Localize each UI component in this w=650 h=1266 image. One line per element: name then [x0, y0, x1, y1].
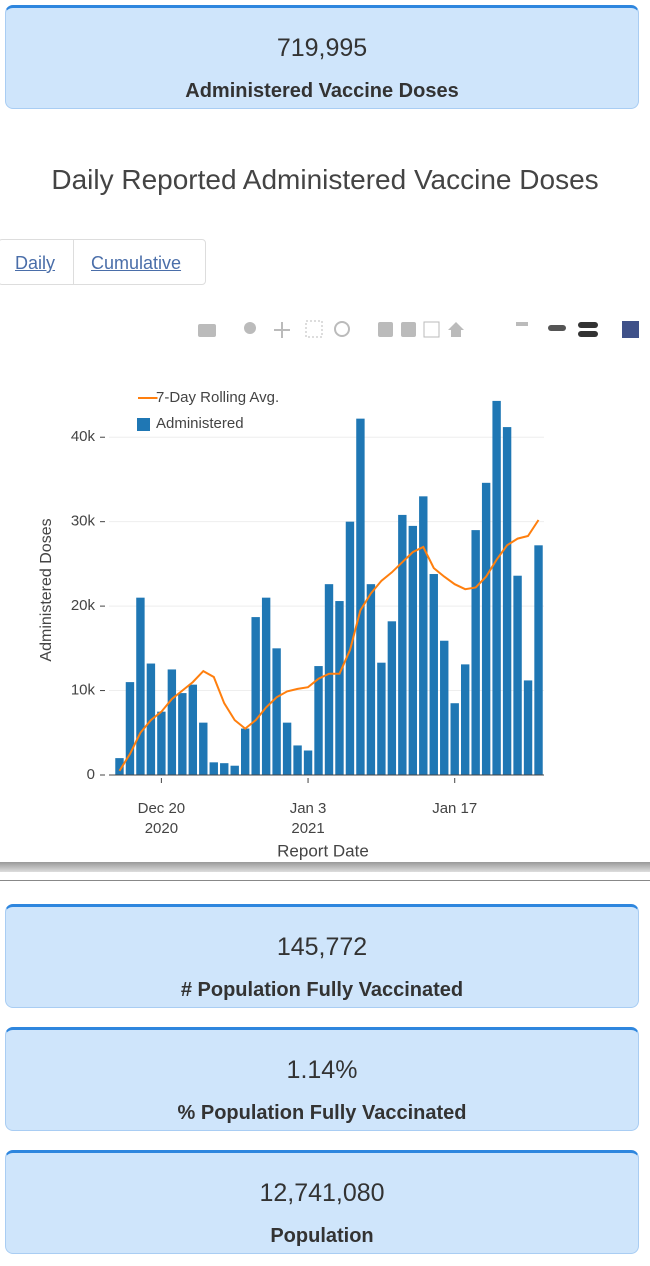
- y-tick-label: 30k: [71, 513, 96, 530]
- bar: [303, 750, 313, 775]
- bar: [188, 684, 198, 775]
- stat-label: % Population Fully Vaccinated: [177, 1102, 467, 1124]
- bar: [115, 758, 124, 775]
- bar: [125, 682, 135, 775]
- stat-value: 12,741,080: [259, 1179, 385, 1207]
- bar: [440, 640, 449, 775]
- compare-icon[interactable]: [578, 322, 598, 328]
- bar: [293, 745, 302, 775]
- stat-label: Administered Vaccine Doses: [185, 80, 459, 102]
- camera-icon[interactable]: [198, 324, 216, 337]
- stat-value: 145,772: [276, 933, 368, 961]
- y-axis-title: Administered Doses: [38, 518, 55, 661]
- x-tick-year: 2020: [145, 820, 178, 837]
- hover-icon[interactable]: [548, 325, 566, 331]
- y-tick-label: 10k: [71, 682, 96, 699]
- tab-bar: Daily Cumulative: [0, 239, 206, 285]
- autoscale-icon[interactable]: [423, 321, 440, 338]
- tab-divider: [73, 240, 74, 284]
- line: [118, 519, 540, 772]
- bar: [178, 693, 187, 775]
- zoom-in-icon[interactable]: [378, 322, 393, 337]
- bar: [220, 763, 229, 775]
- stat-value: 719,995: [276, 34, 368, 62]
- spike-icon[interactable]: [516, 322, 528, 326]
- bar: [272, 648, 281, 775]
- section-title: Daily Reported Administered Vaccine Dose…: [51, 164, 599, 195]
- tab[interactable]: Cumulative: [91, 253, 182, 273]
- legend-swatch: [137, 418, 150, 431]
- bar: [387, 621, 397, 775]
- bar: [450, 703, 459, 775]
- bar: [419, 496, 428, 775]
- zoom-icon[interactable]: [244, 322, 256, 334]
- x-tick-year: 2021: [291, 820, 324, 837]
- reset-icon[interactable]: [448, 322, 464, 337]
- select-icon[interactable]: [305, 320, 323, 338]
- bar: [167, 669, 177, 775]
- compare-icon[interactable]: [578, 331, 598, 337]
- bar: [261, 597, 271, 775]
- bar: [356, 418, 365, 775]
- plotly-logo[interactable]: [622, 321, 639, 338]
- bar: [513, 575, 522, 775]
- bar: [199, 722, 208, 775]
- stat-card: 145,772 # Population Fully Vaccinated: [5, 904, 639, 1008]
- bar: [314, 666, 323, 775]
- bar: [209, 762, 218, 775]
- pan-icon[interactable]: [281, 322, 283, 338]
- bar: [481, 482, 491, 775]
- bar: [492, 400, 501, 775]
- bar: [251, 617, 260, 775]
- bar: [398, 514, 407, 775]
- bar: [136, 597, 145, 775]
- bar: [523, 680, 533, 775]
- stat-value: 1.14%: [286, 1056, 358, 1084]
- separator: [0, 880, 650, 881]
- separator-shadow: [0, 862, 650, 872]
- stat-card: 719,995 Administered Vaccine Doses: [5, 5, 639, 109]
- x-tick-label: Jan 17: [432, 800, 477, 817]
- stat-label: # Population Fully Vaccinated: [180, 979, 464, 1001]
- stat-label: Population: [270, 1225, 374, 1247]
- toolbar: [198, 320, 639, 338]
- y-tick-label: 0: [87, 766, 95, 783]
- bar: [230, 765, 239, 775]
- bar: [157, 711, 166, 775]
- bar: [324, 584, 334, 775]
- stat-card: 1.14% % Population Fully Vaccinated: [5, 1027, 639, 1131]
- tab[interactable]: Daily: [15, 253, 56, 273]
- zoom-out-icon[interactable]: [401, 322, 416, 337]
- bar: [408, 525, 418, 775]
- bar: [429, 574, 438, 775]
- legend-label: 7-Day Rolling Avg.: [156, 389, 279, 406]
- legend-label: Administered: [156, 415, 244, 432]
- x-tick-label: Dec 20: [138, 800, 186, 817]
- x-tick-label: Jan 3: [290, 800, 327, 817]
- bar: [377, 662, 386, 775]
- lasso-icon[interactable]: [334, 321, 350, 337]
- bar: [335, 601, 344, 775]
- bar: [282, 722, 292, 775]
- bar: [460, 664, 470, 775]
- bar: [471, 530, 480, 775]
- y-tick-label: 20k: [71, 597, 96, 614]
- bar: [502, 427, 512, 775]
- stat-card: 12,741,080 Population: [5, 1150, 639, 1254]
- x-axis-title: Report Date: [277, 841, 369, 860]
- y-tick-label: 40k: [71, 428, 96, 445]
- bar: [366, 584, 376, 775]
- bar: [534, 545, 543, 775]
- bar: [240, 728, 250, 775]
- chart: Administered Doses Report Date 0 10k 20k 30…: [38, 320, 639, 860]
